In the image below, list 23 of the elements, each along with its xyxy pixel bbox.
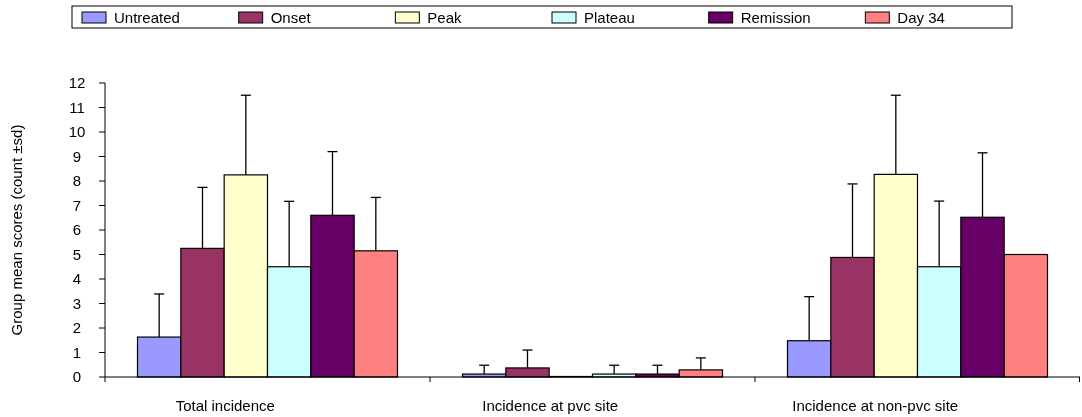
- y-tick-label: 4: [72, 270, 82, 288]
- legend-label: Peak: [427, 9, 463, 27]
- y-tick-label: 9: [72, 147, 82, 165]
- y-tick-label: 7: [72, 196, 82, 214]
- x-tick-label: Incidence at pvc site: [482, 397, 619, 414]
- y-tick-label: 3: [72, 294, 82, 312]
- x-tick-label: Incidence at non-pvc site: [792, 397, 959, 414]
- y-tick-label: 12: [68, 74, 86, 92]
- y-tick-label: 1: [72, 343, 82, 361]
- legend-label: Untreated: [114, 9, 180, 27]
- legend-label: Remission: [740, 9, 811, 27]
- y-tick-label: 11: [69, 98, 85, 116]
- y-tick-label: 6: [72, 221, 82, 239]
- y-tick-label: 8: [72, 172, 82, 190]
- y-tick-label: 10: [68, 123, 86, 141]
- y-axis-title: Group mean scores (count ±sd): [8, 124, 25, 336]
- legend-label: Plateau: [584, 9, 635, 27]
- legend-label: Day 34: [897, 9, 945, 27]
- y-tick-label: 2: [72, 319, 82, 337]
- legend-label: Onset: [270, 9, 312, 27]
- x-tick-label: Total incidence: [175, 397, 275, 414]
- y-tick-label: 0: [72, 368, 82, 386]
- y-tick-label: 5: [72, 245, 82, 263]
